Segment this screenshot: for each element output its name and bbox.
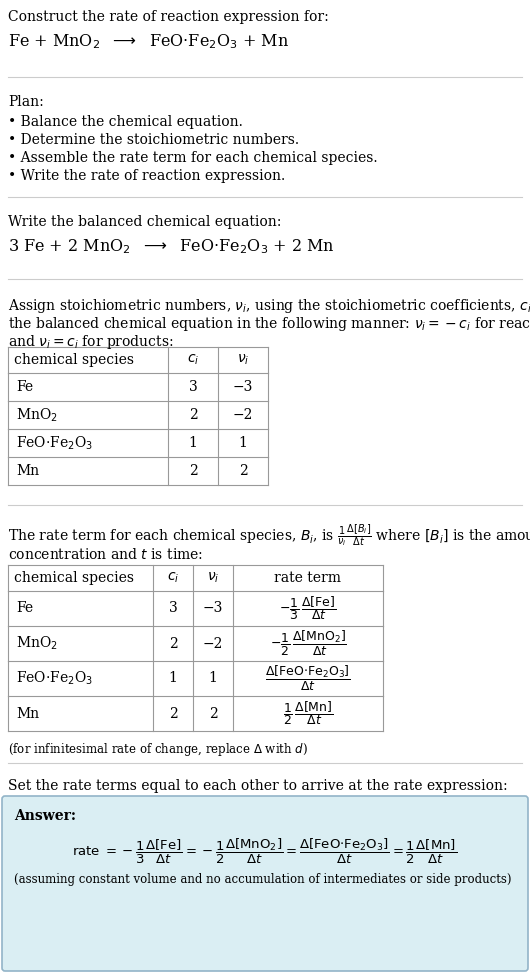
- Text: −3: −3: [233, 380, 253, 394]
- Text: 3: 3: [169, 601, 178, 616]
- Text: FeO$\cdot$Fe$_2$O$_3$: FeO$\cdot$Fe$_2$O$_3$: [16, 434, 93, 452]
- Text: Fe: Fe: [16, 601, 33, 616]
- Text: 2: 2: [169, 636, 178, 650]
- Text: $\nu_i$: $\nu_i$: [207, 571, 219, 586]
- Text: chemical species: chemical species: [14, 353, 134, 367]
- Text: Construct the rate of reaction expression for:: Construct the rate of reaction expressio…: [8, 10, 329, 24]
- Text: • Determine the stoichiometric numbers.: • Determine the stoichiometric numbers.: [8, 133, 299, 147]
- Text: −3: −3: [203, 601, 223, 616]
- Text: $c_i$: $c_i$: [187, 352, 199, 367]
- Text: The rate term for each chemical species, $B_i$, is $\frac{1}{\nu_i}\frac{\Delta[: The rate term for each chemical species,…: [8, 523, 530, 549]
- Text: $\nu_i$: $\nu_i$: [237, 352, 249, 367]
- Text: $c_i$: $c_i$: [167, 571, 179, 586]
- Text: FeO$\cdot$Fe$_2$O$_3$: FeO$\cdot$Fe$_2$O$_3$: [16, 670, 93, 687]
- Text: 2: 2: [238, 464, 248, 478]
- Text: 2: 2: [189, 408, 197, 422]
- Text: and $\nu_i = c_i$ for products:: and $\nu_i = c_i$ for products:: [8, 333, 173, 351]
- Text: 3: 3: [189, 380, 197, 394]
- Text: (assuming constant volume and no accumulation of intermediates or side products): (assuming constant volume and no accumul…: [14, 873, 511, 886]
- Text: • Balance the chemical equation.: • Balance the chemical equation.: [8, 115, 243, 129]
- Text: −2: −2: [233, 408, 253, 422]
- Text: Plan:: Plan:: [8, 95, 44, 109]
- Text: 2: 2: [169, 707, 178, 720]
- Text: −2: −2: [203, 636, 223, 650]
- Text: • Write the rate of reaction expression.: • Write the rate of reaction expression.: [8, 169, 285, 183]
- Text: • Assemble the rate term for each chemical species.: • Assemble the rate term for each chemic…: [8, 151, 377, 165]
- Text: 1: 1: [209, 671, 217, 685]
- Text: $\dfrac{\Delta[\mathrm{FeO{\cdot}Fe_2O_3}]}{\Delta t}$: $\dfrac{\Delta[\mathrm{FeO{\cdot}Fe_2O_3…: [265, 664, 351, 693]
- Text: concentration and $t$ is time:: concentration and $t$ is time:: [8, 547, 203, 562]
- Text: 1: 1: [169, 671, 178, 685]
- Text: 1: 1: [238, 436, 248, 450]
- Text: Answer:: Answer:: [14, 809, 76, 823]
- Text: the balanced chemical equation in the following manner: $\nu_i = -c_i$ for react: the balanced chemical equation in the fo…: [8, 315, 530, 333]
- FancyBboxPatch shape: [2, 796, 528, 971]
- Text: Mn: Mn: [16, 707, 39, 720]
- Text: MnO$_2$: MnO$_2$: [16, 406, 58, 424]
- Text: $\dfrac{1}{2}\,\dfrac{\Delta[\mathrm{Mn}]}{\Delta t}$: $\dfrac{1}{2}\,\dfrac{\Delta[\mathrm{Mn}…: [282, 700, 333, 727]
- Text: Mn: Mn: [16, 464, 39, 478]
- Text: $-\dfrac{1}{3}\,\dfrac{\Delta[\mathrm{Fe}]}{\Delta t}$: $-\dfrac{1}{3}\,\dfrac{\Delta[\mathrm{Fe…: [279, 594, 337, 623]
- Text: 2: 2: [189, 464, 197, 478]
- Text: 1: 1: [189, 436, 198, 450]
- Text: $-\dfrac{1}{2}\,\dfrac{\Delta[\mathrm{MnO_2}]}{\Delta t}$: $-\dfrac{1}{2}\,\dfrac{\Delta[\mathrm{Mn…: [270, 629, 347, 658]
- Text: Set the rate terms equal to each other to arrive at the rate expression:: Set the rate terms equal to each other t…: [8, 779, 508, 793]
- Text: 2: 2: [209, 707, 217, 720]
- Text: chemical species: chemical species: [14, 571, 134, 585]
- Text: Fe: Fe: [16, 380, 33, 394]
- Text: Write the balanced chemical equation:: Write the balanced chemical equation:: [8, 215, 281, 229]
- Text: Fe + MnO$_2$  $\longrightarrow$  FeO$\cdot$Fe$_2$O$_3$ + Mn: Fe + MnO$_2$ $\longrightarrow$ FeO$\cdot…: [8, 32, 289, 51]
- Text: rate $= -\dfrac{1}{3}\dfrac{\Delta[\mathrm{Fe}]}{\Delta t} = -\dfrac{1}{2}\dfrac: rate $= -\dfrac{1}{3}\dfrac{\Delta[\math…: [73, 837, 457, 867]
- Text: MnO$_2$: MnO$_2$: [16, 634, 58, 652]
- Text: 3 Fe + 2 MnO$_2$  $\longrightarrow$  FeO$\cdot$Fe$_2$O$_3$ + 2 Mn: 3 Fe + 2 MnO$_2$ $\longrightarrow$ FeO$\…: [8, 237, 335, 256]
- Text: Assign stoichiometric numbers, $\nu_i$, using the stoichiometric coefficients, $: Assign stoichiometric numbers, $\nu_i$, …: [8, 297, 530, 315]
- Text: rate term: rate term: [275, 571, 341, 585]
- Text: (for infinitesimal rate of change, replace $\Delta$ with $d$): (for infinitesimal rate of change, repla…: [8, 741, 308, 758]
